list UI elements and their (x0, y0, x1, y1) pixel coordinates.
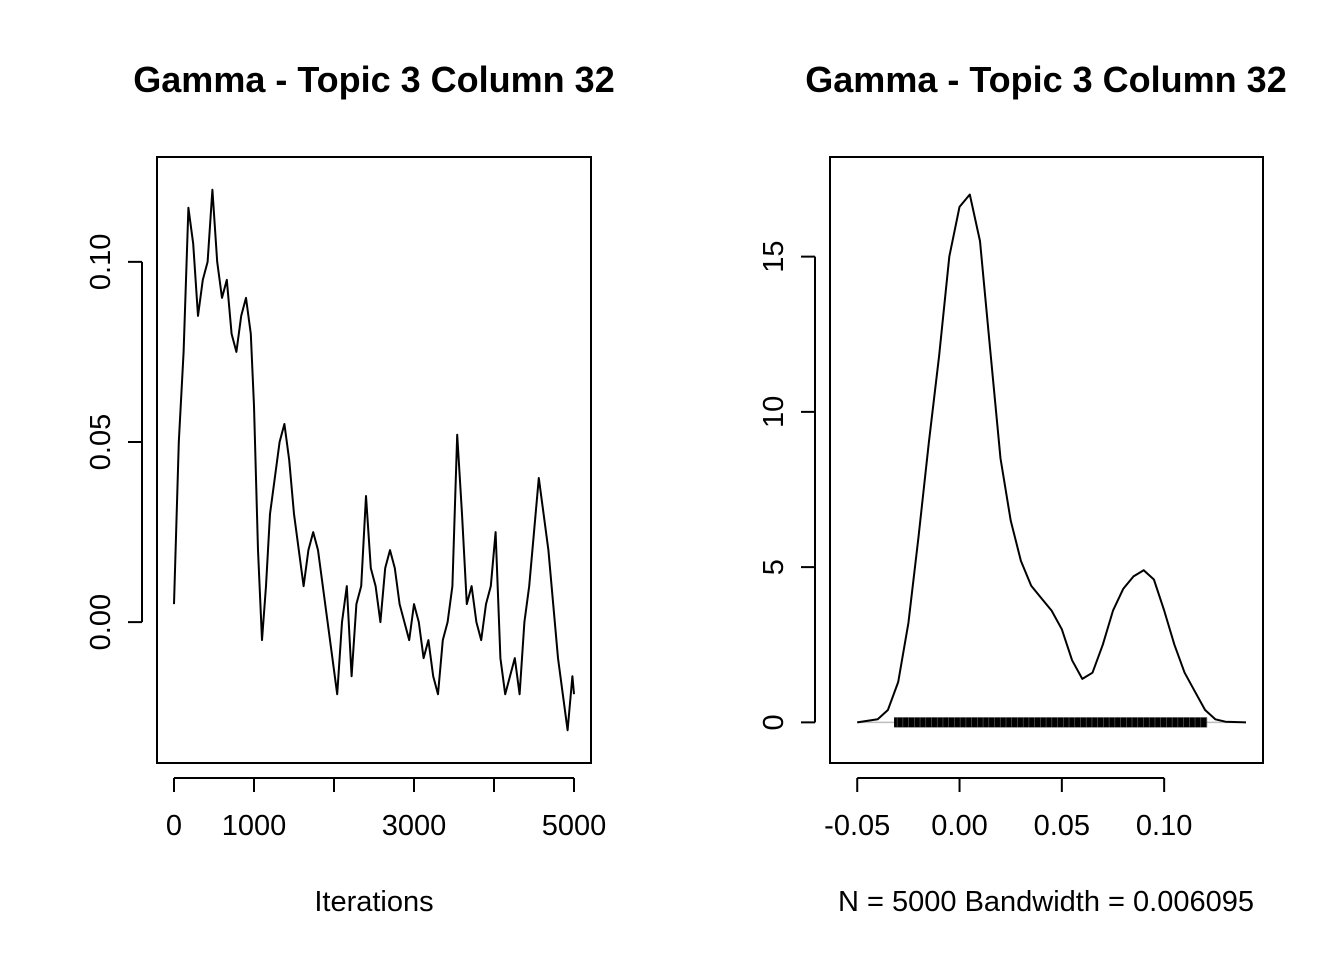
density-series-line (857, 193, 1247, 724)
density-panel: Gamma - Topic 3 Column 32 -0.05 0.00 0.05 0… (758, 59, 1287, 918)
trace-x-label: Iterations (314, 886, 433, 918)
trace-x-tick-label: 3000 (382, 810, 447, 842)
density-y-tick-label: 10 (758, 396, 790, 428)
density-x-tick-label: 0.05 (1034, 810, 1090, 842)
density-y-tick-label: 0 (758, 714, 790, 730)
trace-panel: Gamma - Topic 3 Column 32 0 1000 3000 5000 … (85, 59, 615, 918)
trace-x-axis: 0 1000 3000 5000 (166, 777, 607, 842)
trace-y-tick-label: 0.05 (85, 414, 117, 470)
trace-title: Gamma - Topic 3 Column 32 (133, 59, 614, 100)
trace-plot-frame (156, 156, 592, 764)
trace-series (173, 188, 575, 732)
density-x-tick-label: 0.00 (931, 810, 987, 842)
density-x-tick-label: 0.10 (1136, 810, 1192, 842)
trace-y-tick-label: 0.00 (85, 594, 117, 650)
density-plot-frame (829, 156, 1264, 764)
density-y-axis: 0 5 10 15 (758, 240, 816, 730)
density-rug-marks (894, 717, 1208, 728)
trace-y-axis: 0.00 0.05 0.10 (85, 234, 143, 650)
trace-y-tick-label: 0.10 (85, 234, 117, 290)
density-x-tick-label: -0.05 (824, 810, 890, 842)
trace-series-line (173, 188, 575, 732)
density-series (857, 193, 1247, 724)
density-x-axis: -0.05 0.00 0.05 0.10 (824, 777, 1192, 842)
trace-x-tick-label: 0 (166, 810, 182, 842)
density-y-tick-label: 15 (758, 240, 790, 272)
density-y-tick-label: 5 (758, 559, 790, 575)
trace-x-tick-label: 5000 (542, 810, 607, 842)
density-rug (894, 717, 1208, 728)
trace-x-tick-label: 1000 (222, 810, 287, 842)
density-title: Gamma - Topic 3 Column 32 (805, 59, 1286, 100)
density-x-label: N = 5000 Bandwidth = 0.006095 (838, 886, 1254, 918)
